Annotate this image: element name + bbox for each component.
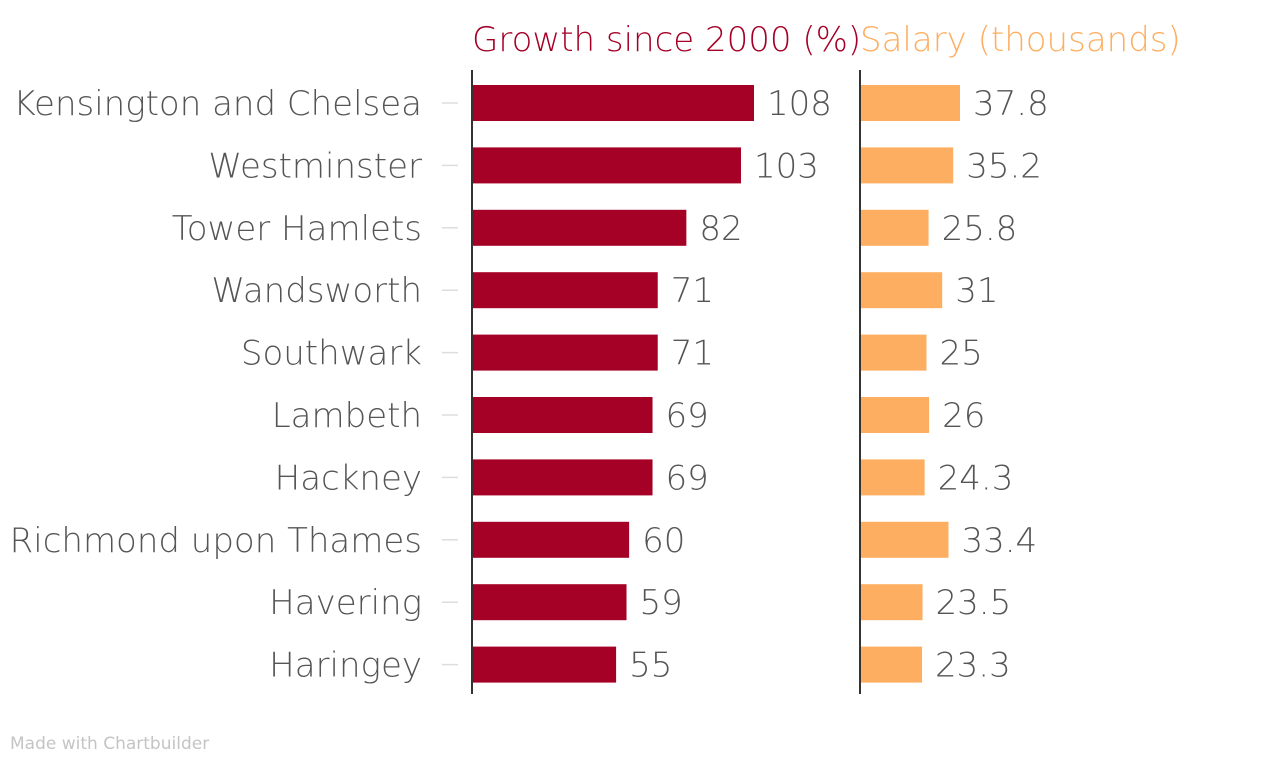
data-label: 37.8 (973, 84, 1049, 124)
chartbuilder-credit: Made with Chartbuilder (10, 734, 210, 754)
data-label: 25.8 (942, 209, 1018, 249)
bar (861, 334, 927, 371)
data-label: 60 (642, 521, 685, 561)
bar (473, 397, 653, 433)
data-label: 33.4 (961, 521, 1037, 561)
category-label: Wandsworth (211, 271, 422, 311)
category-label: Havering (269, 583, 422, 623)
bar (861, 209, 929, 246)
series-title: Growth since 2000 (%) (472, 20, 861, 60)
data-label: 55 (629, 646, 672, 686)
data-label: 23.5 (936, 583, 1012, 623)
data-label: 25 (939, 334, 982, 374)
bar (473, 584, 627, 621)
bar (473, 272, 658, 309)
data-label: 71 (671, 271, 714, 311)
data-label: 35.2 (966, 146, 1042, 186)
series-title: Salary (thousands) (860, 20, 1181, 60)
bar (473, 209, 687, 246)
bar (861, 272, 943, 309)
data-label: 108 (767, 84, 832, 124)
data-label: 26 (942, 396, 985, 436)
bar (861, 85, 960, 121)
bar (473, 521, 630, 558)
data-label: 71 (671, 334, 714, 374)
category-label: Westminster (208, 146, 422, 186)
data-label: 69 (666, 458, 709, 498)
data-label: 23.3 (935, 646, 1011, 686)
data-label: 31 (955, 271, 998, 311)
bar (861, 147, 954, 184)
category-label: Lambeth (272, 396, 422, 436)
category-label: Hackney (275, 458, 422, 498)
bar (861, 459, 925, 496)
data-label: 82 (699, 209, 742, 249)
bar (861, 646, 923, 683)
bar (861, 584, 923, 621)
category-label: Tower Hamlets (172, 209, 422, 249)
category-label: Southwark (241, 334, 422, 374)
category-label: Richmond upon Thames (10, 521, 422, 561)
bar (473, 459, 653, 496)
bar (861, 397, 930, 433)
bar (473, 147, 741, 184)
data-label: 59 (640, 583, 683, 623)
data-label: 24.3 (938, 458, 1014, 498)
data-label: 69 (666, 396, 709, 436)
data-label: 103 (754, 146, 819, 186)
category-label: Kensington and Chelsea (13, 84, 422, 124)
category-label: Haringey (269, 646, 422, 686)
bar (473, 334, 658, 371)
bar (473, 85, 754, 121)
bar (861, 521, 949, 558)
bar (473, 646, 617, 683)
